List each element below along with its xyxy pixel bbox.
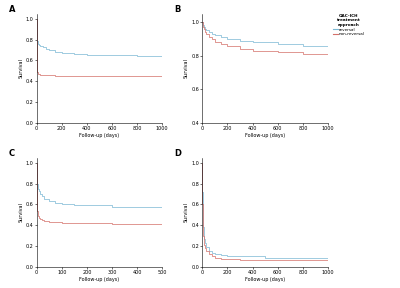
Text: C: C [9,149,15,158]
X-axis label: Follow-up (days): Follow-up (days) [245,277,285,283]
Y-axis label: Survival: Survival [18,58,23,78]
Y-axis label: Survival: Survival [184,202,189,222]
X-axis label: Follow-up (days): Follow-up (days) [245,133,285,139]
Text: B: B [175,5,181,14]
Y-axis label: Survival: Survival [18,202,23,222]
X-axis label: Follow-up (days): Follow-up (days) [79,133,120,139]
Y-axis label: Survival: Survival [184,58,189,78]
Text: D: D [175,149,182,158]
Text: A: A [9,5,16,14]
Legend: reversal, non-reversal: reversal, non-reversal [332,14,365,36]
X-axis label: Follow-up (days): Follow-up (days) [79,277,120,283]
